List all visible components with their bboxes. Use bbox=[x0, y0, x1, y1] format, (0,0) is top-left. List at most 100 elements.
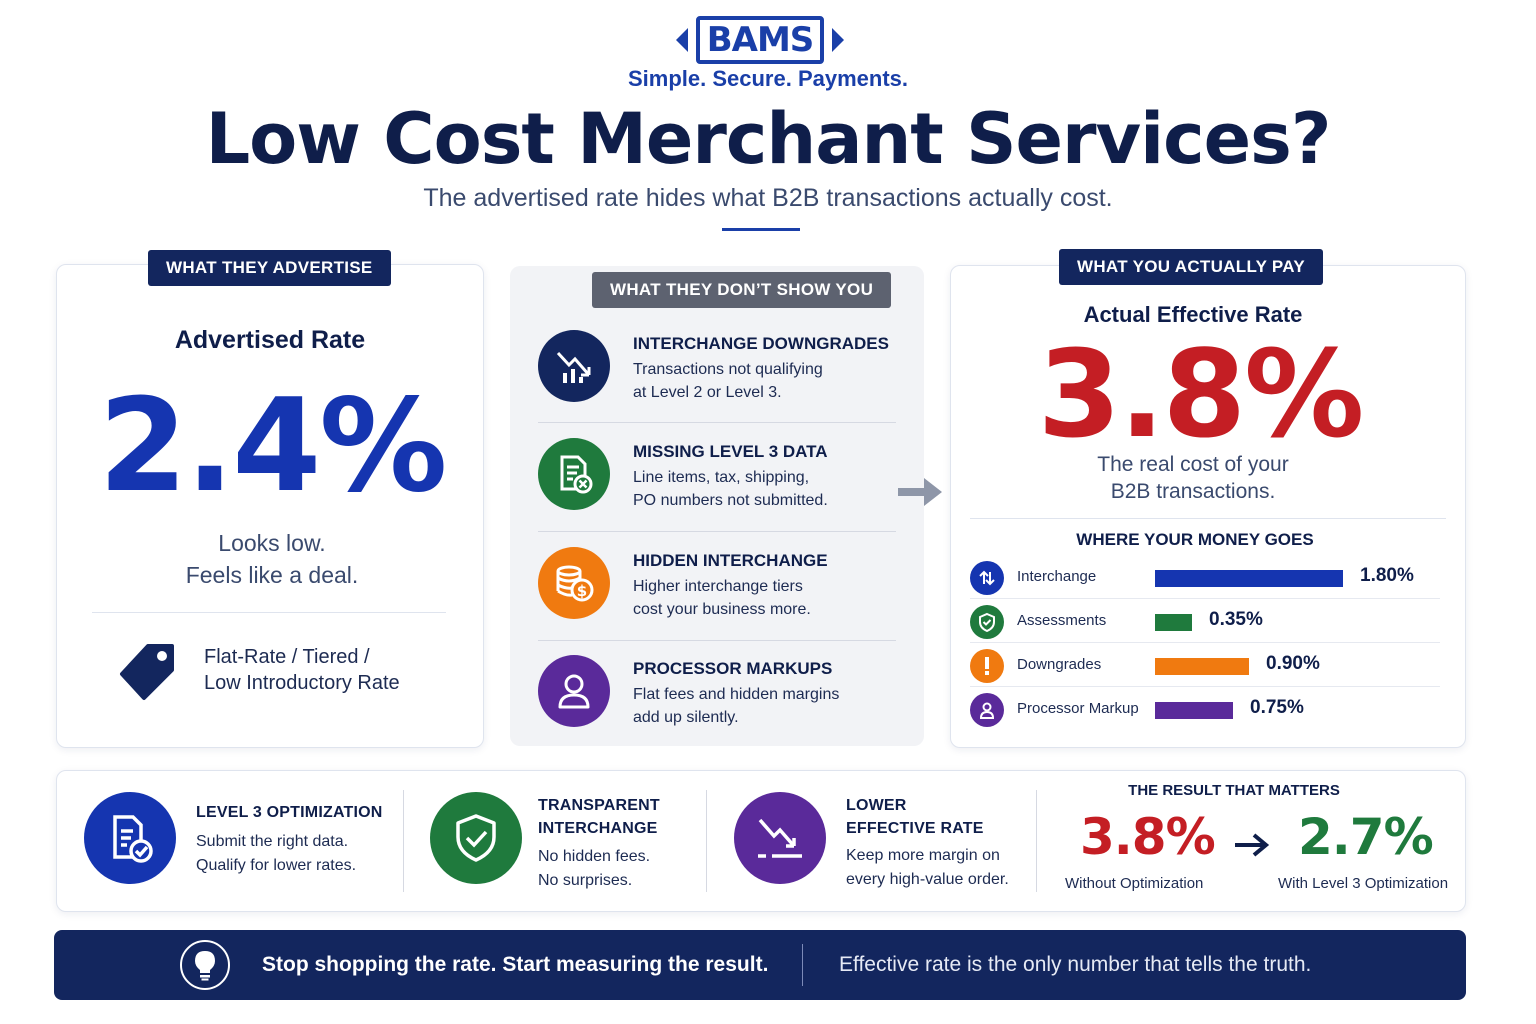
solution-desc-2: Qualify for lower rates. bbox=[196, 857, 357, 874]
breakdown-bar bbox=[1155, 702, 1233, 719]
breakdown-value-label: 0.90% bbox=[1266, 653, 1320, 674]
hidden-item-title: MISSING LEVEL 3 DATA bbox=[633, 442, 828, 461]
breakdown-value-label: 0.75% bbox=[1250, 697, 1304, 718]
svg-text:$: $ bbox=[577, 582, 587, 600]
footer-banner bbox=[54, 930, 1466, 1000]
logo-right-chevron-icon bbox=[832, 28, 844, 52]
advertised-divider bbox=[92, 612, 446, 613]
breakdown-row-divider bbox=[970, 686, 1440, 687]
price-tag-icon bbox=[120, 644, 174, 700]
document-missing-icon bbox=[538, 438, 610, 510]
page-subtitle: The advertised rate hides what B2B trans… bbox=[423, 184, 1113, 212]
shield-check-icon bbox=[970, 605, 1004, 639]
solution-title-line-2: INTERCHANGE bbox=[538, 820, 658, 837]
result-before-rate: 3.8% bbox=[1080, 808, 1216, 866]
hidden-divider bbox=[538, 640, 896, 641]
actual-rate: 3.8% bbox=[1037, 326, 1365, 465]
breakdown-category-label: Downgrades bbox=[1017, 656, 1102, 673]
hidden-item-desc-1: Higher interchange tiers bbox=[633, 578, 803, 595]
footer-sub-text: Effective rate is the only number that t… bbox=[839, 953, 1312, 976]
hidden-item-desc-1: Line items, tax, shipping, bbox=[633, 469, 810, 486]
breakdown-value-label: 1.80% bbox=[1360, 565, 1414, 586]
breakdown-row: Assessments 0.35% bbox=[970, 601, 1440, 641]
advertised-line-1: Looks low. bbox=[218, 530, 326, 556]
breakdown-category-label: Interchange bbox=[1017, 568, 1097, 585]
breakdown-category-label: Processor Markup bbox=[1017, 700, 1139, 717]
hidden-divider bbox=[538, 422, 896, 423]
footer-divider bbox=[802, 944, 803, 986]
document-check-icon bbox=[84, 792, 176, 884]
solution-divider bbox=[403, 790, 404, 892]
hidden-item-downgrades: INTERCHANGE DOWNGRADES Transactions not … bbox=[538, 330, 898, 438]
actual-divider bbox=[970, 518, 1446, 519]
solution-title-line-1: LOWER bbox=[846, 797, 907, 814]
coins-dollar-icon: $ bbox=[538, 547, 610, 619]
breakdown-row: Processor Markup 0.75% bbox=[970, 689, 1440, 729]
solution-title-line-2: EFFECTIVE RATE bbox=[846, 820, 984, 837]
hidden-item-title: INTERCHANGE DOWNGRADES bbox=[633, 334, 889, 353]
advertised-label: Advertised Rate bbox=[174, 326, 366, 354]
trend-down-icon bbox=[734, 792, 826, 884]
actual-line-1: The real cost of your bbox=[1097, 453, 1289, 476]
flow-arrow-icon bbox=[898, 478, 942, 506]
solution-title: LEVEL 3 OPTIMIZATION bbox=[196, 804, 383, 821]
solution-desc-2: every high-value order. bbox=[846, 871, 1009, 888]
advertised-line-2: Feels like a deal. bbox=[185, 562, 359, 588]
hidden-costs-tag: WHAT THEY DON’T SHOW YOU bbox=[592, 272, 892, 308]
hidden-divider bbox=[538, 531, 896, 532]
hidden-item-title: PROCESSOR MARKUPS bbox=[633, 659, 833, 678]
actual-cost-tag: WHAT YOU ACTUALLY PAY bbox=[1059, 249, 1323, 285]
brand-tagline: Simple. Secure. Payments. bbox=[627, 66, 909, 91]
solution-desc-2: No surprises. bbox=[538, 872, 633, 889]
footer-main-text: Stop shopping the rate. Start measuring … bbox=[262, 953, 769, 976]
breakdown-bar bbox=[1155, 658, 1249, 675]
hidden-item-desc-2: cost your business more. bbox=[633, 601, 811, 618]
result-before-caption: Without Optimization bbox=[1065, 875, 1204, 892]
downtrend-chart-icon bbox=[538, 330, 610, 402]
breakdown-row-divider bbox=[970, 598, 1440, 599]
lightbulb-icon bbox=[180, 940, 230, 990]
hidden-item-desc-1: Flat fees and hidden margins bbox=[633, 686, 840, 703]
title-divider bbox=[722, 228, 800, 231]
solution-desc-1: Submit the right data. bbox=[196, 833, 349, 850]
pricing-line-1: Flat-Rate / Tiered / bbox=[204, 646, 370, 668]
hidden-item-interchange: $ HIDDEN INTERCHANGE Higher interchange … bbox=[538, 547, 898, 655]
result-after-rate: 2.7% bbox=[1298, 808, 1434, 866]
solution-divider bbox=[706, 790, 707, 892]
arrow-right-icon bbox=[1235, 833, 1270, 857]
logo-left-chevron-icon bbox=[676, 28, 688, 52]
breakdown-value-label: 0.35% bbox=[1209, 609, 1263, 630]
solution-desc-1: Keep more margin on bbox=[846, 847, 1000, 864]
hidden-item-markups: PROCESSOR MARKUPS Flat fees and hidden m… bbox=[538, 655, 898, 763]
result-after-caption: With Level 3 Optimization bbox=[1278, 875, 1449, 892]
solution-title-line-1: TRANSPARENT bbox=[538, 797, 660, 814]
hidden-item-desc-2: at Level 2 or Level 3. bbox=[633, 384, 782, 401]
actual-line-2: B2B transactions. bbox=[1110, 480, 1276, 503]
breakdown-bar bbox=[1155, 570, 1343, 587]
solution-divider bbox=[1036, 790, 1037, 892]
arrows-exchange-icon bbox=[970, 561, 1004, 595]
exclamation-icon bbox=[970, 649, 1004, 683]
solution-desc-1: No hidden fees. bbox=[538, 848, 651, 865]
hidden-item-desc-2: PO numbers not submitted. bbox=[633, 492, 828, 509]
actual-rate-label: Actual Effective Rate bbox=[1083, 302, 1303, 327]
logo-text: BAMS bbox=[706, 20, 815, 60]
hidden-item-level3: MISSING LEVEL 3 DATA Line items, tax, sh… bbox=[538, 438, 898, 546]
breakdown-row-divider bbox=[970, 642, 1440, 643]
breakdown-category-label: Assessments bbox=[1017, 612, 1107, 629]
advertised-rate: 2.4% bbox=[98, 372, 448, 521]
breakdown-bar bbox=[1155, 614, 1192, 631]
result-title: THE RESULT THAT MATTERS bbox=[1128, 782, 1340, 799]
advertised-tag: WHAT THEY ADVERTISE bbox=[148, 250, 391, 286]
user-icon bbox=[538, 655, 610, 727]
breakdown-title: WHERE YOUR MONEY GOES bbox=[1076, 530, 1314, 549]
breakdown-row: Interchange 1.80% bbox=[970, 557, 1440, 597]
hidden-item-desc-2: add up silently. bbox=[633, 709, 739, 726]
user-icon bbox=[970, 693, 1004, 727]
shield-check-icon bbox=[430, 792, 522, 884]
pricing-line-2: Low Introductory Rate bbox=[204, 672, 400, 694]
page-title: Low Cost Merchant Services? bbox=[205, 98, 1332, 180]
brand-logo: BAMS bbox=[674, 14, 846, 66]
breakdown-row: Downgrades 0.90% bbox=[970, 645, 1440, 685]
hidden-item-title: HIDDEN INTERCHANGE bbox=[633, 551, 828, 570]
